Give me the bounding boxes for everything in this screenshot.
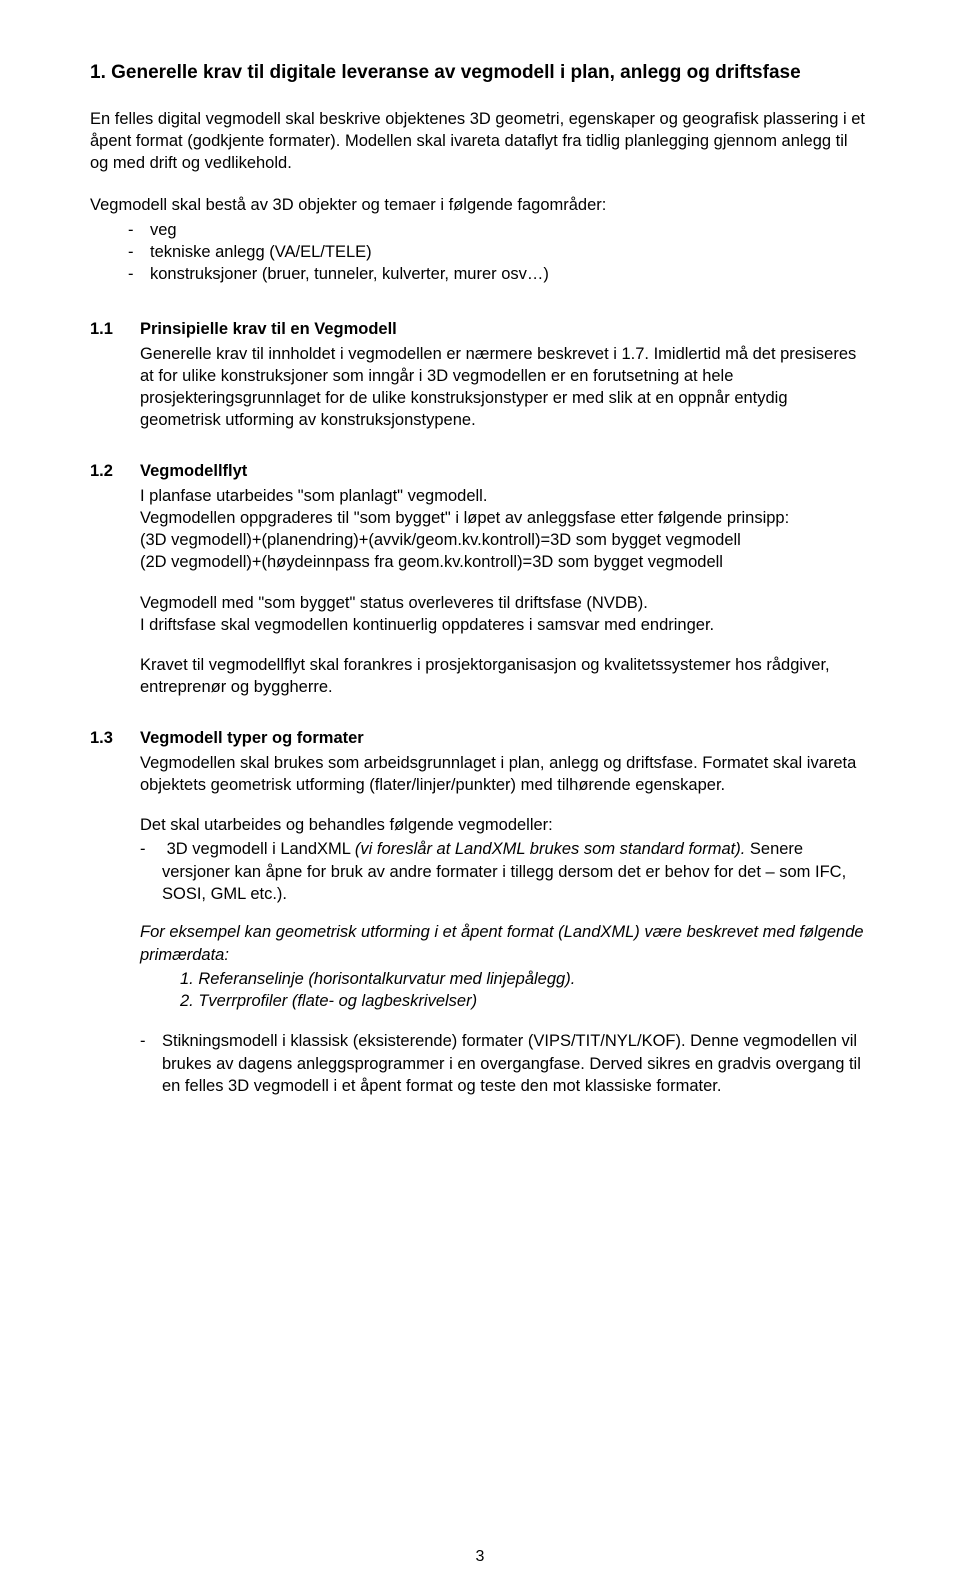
list-text: 3D vegmodell i LandXML bbox=[167, 840, 355, 858]
section-title: Vegmodell typer og formater bbox=[140, 729, 364, 748]
intro-list-item: tekniske anlegg (VA/EL/TELE) bbox=[90, 241, 870, 263]
list-item: Stikningsmodell i klassisk (eksisterende… bbox=[140, 1030, 870, 1097]
intro-paragraph-2: Vegmodell skal bestå av 3D objekter og t… bbox=[90, 194, 870, 216]
section-paragraph: (3D vegmodell)+(planendring)+(avvik/geom… bbox=[140, 529, 870, 551]
example-note: For eksempel kan geometrisk utforming i … bbox=[140, 921, 870, 966]
section-paragraph: I driftsfase skal vegmodellen kontinuerl… bbox=[140, 614, 870, 636]
section-title: Prinsipielle krav til en Vegmodell bbox=[140, 320, 397, 339]
section-paragraph: I planfase utarbeides "som planlagt" veg… bbox=[140, 485, 870, 507]
list-item: 3D vegmodell i LandXML (vi foreslår at L… bbox=[140, 838, 870, 905]
intro-paragraph-1: En felles digital vegmodell skal beskriv… bbox=[90, 108, 870, 175]
section-1-1: 1.1 Prinsipielle krav til en Vegmodell G… bbox=[90, 320, 870, 432]
section-number: 1.1 bbox=[90, 320, 140, 339]
section-1-2: 1.2 Vegmodellflyt I planfase utarbeides … bbox=[90, 462, 870, 699]
section-paragraph: Generelle krav til innholdet i vegmodell… bbox=[140, 343, 870, 432]
section-paragraph: (2D vegmodell)+(høydeinnpass fra geom.kv… bbox=[140, 551, 870, 573]
intro-list-item: veg bbox=[90, 219, 870, 241]
section-paragraph: Kravet til vegmodellflyt skal forankres … bbox=[140, 654, 870, 699]
section-paragraph: Det skal utarbeides og behandles følgend… bbox=[140, 814, 870, 836]
list-text-italic: (vi foreslår at LandXML brukes som stand… bbox=[355, 840, 745, 858]
intro-list-item: konstruksjoner (bruer, tunneler, kulvert… bbox=[90, 263, 870, 285]
page-number: 3 bbox=[0, 1548, 960, 1566]
numbered-item: 1. Referanselinje (horisontalkurvatur me… bbox=[140, 968, 870, 990]
intro-list: veg tekniske anlegg (VA/EL/TELE) konstru… bbox=[90, 219, 870, 286]
numbered-item: 2. Tverrprofiler (flate- og lagbeskrivel… bbox=[140, 990, 870, 1012]
main-heading: 1. Generelle krav til digitale leveranse… bbox=[90, 60, 870, 86]
section-number: 1.2 bbox=[90, 462, 140, 481]
section-title: Vegmodellflyt bbox=[140, 462, 247, 481]
section-number: 1.3 bbox=[90, 729, 140, 748]
section-1-3: 1.3 Vegmodell typer og formater Vegmodel… bbox=[90, 729, 870, 1097]
section-paragraph: Vegmodellen skal brukes som arbeidsgrunn… bbox=[140, 752, 870, 797]
section-paragraph: Vegmodellen oppgraderes til "som bygget"… bbox=[140, 507, 870, 529]
section-paragraph: Vegmodell med "som bygget" status overle… bbox=[140, 592, 870, 614]
